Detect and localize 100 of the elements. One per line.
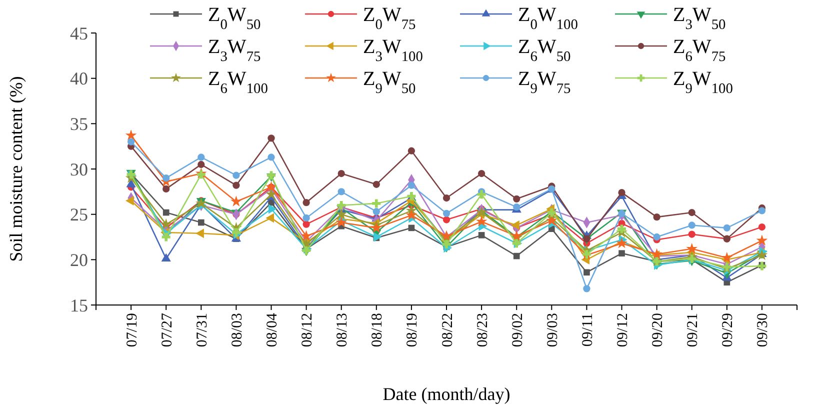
- point: [723, 224, 730, 232]
- legend-label: Z$_{6}$W$_{100}$: [208, 68, 268, 97]
- point: [372, 199, 381, 208]
- point: [198, 160, 205, 168]
- y-tick-label: 30: [70, 159, 88, 180]
- x-tick-label: 09/11: [580, 313, 596, 347]
- x-axis-title: Date (month/day): [382, 384, 510, 404]
- point: [758, 223, 766, 231]
- point: [302, 198, 310, 206]
- y-tick-label: 35: [70, 114, 88, 134]
- point: [406, 209, 418, 220]
- x-tick-label: 08/23: [474, 313, 491, 348]
- point: [338, 188, 345, 196]
- point: [442, 194, 450, 202]
- point: [513, 195, 520, 202]
- point: [126, 196, 134, 206]
- x-tick-label: 08/13: [334, 313, 351, 348]
- point: [478, 170, 486, 178]
- point: [161, 253, 171, 262]
- point: [477, 190, 486, 199]
- point: [268, 204, 277, 214]
- point: [232, 182, 240, 189]
- x-tick-label: 09/02: [510, 313, 526, 348]
- point: [721, 252, 733, 263]
- point: [338, 170, 345, 178]
- point: [230, 196, 242, 206]
- point: [583, 285, 590, 292]
- legend-label: Z$_{3}$W$_{75}$: [208, 36, 261, 65]
- x-tick-label: 08/22: [440, 313, 456, 348]
- point: [160, 218, 172, 230]
- point: [618, 250, 625, 256]
- point: [408, 182, 416, 189]
- y-tick-label: 45: [70, 23, 88, 44]
- point: [336, 216, 348, 228]
- point: [476, 216, 488, 226]
- point: [688, 208, 696, 216]
- point: [372, 180, 380, 188]
- point: [127, 138, 135, 146]
- legend-label: Z$_{0}$W$_{100}$: [518, 4, 578, 33]
- point: [232, 228, 240, 237]
- point: [442, 240, 451, 248]
- x-tick-label: 08/12: [300, 313, 316, 348]
- x-tick-label: 07/31: [194, 313, 210, 348]
- x-tick-label: 07/27: [159, 312, 176, 348]
- point: [584, 269, 590, 276]
- point: [337, 201, 346, 210]
- point: [618, 189, 626, 196]
- point: [722, 262, 732, 272]
- point: [653, 233, 660, 241]
- legend-label: Z$_{3}$W$_{100}$: [363, 36, 423, 65]
- point: [266, 188, 277, 200]
- point: [442, 216, 450, 224]
- point: [268, 154, 275, 161]
- y-axis-title: Soil moisture content (%): [6, 76, 26, 262]
- point: [370, 222, 382, 233]
- legend-label: Z$_{0}$W$_{75}$: [363, 4, 416, 33]
- legend-label: Z$_{9}$W$_{100}$: [673, 68, 733, 97]
- point: [758, 207, 766, 214]
- point: [408, 147, 416, 154]
- legend-label: Z$_{3}$W$_{50}$: [673, 4, 726, 33]
- point: [442, 210, 450, 217]
- point: [266, 213, 274, 223]
- point: [198, 154, 205, 161]
- legend-label: Z$_{6}$W$_{75}$: [673, 36, 726, 65]
- x-tick-label: 07/19: [124, 313, 140, 348]
- point: [196, 228, 204, 238]
- y-tick-label: 40: [70, 68, 88, 89]
- point: [162, 209, 170, 216]
- x-tick-label: 09/20: [650, 313, 666, 348]
- y-tick-label: 20: [70, 250, 88, 270]
- point: [651, 248, 662, 260]
- point: [686, 242, 698, 254]
- point: [374, 232, 382, 242]
- point: [616, 237, 628, 248]
- x-tick-label: 08/03: [229, 313, 246, 348]
- x-tick-label: 08/19: [404, 313, 421, 348]
- x-tick-label: 09/30: [755, 313, 772, 348]
- x-tick-label: 09/03: [544, 313, 561, 348]
- point: [372, 208, 380, 216]
- point: [268, 134, 275, 142]
- point: [688, 230, 696, 238]
- point: [300, 230, 312, 241]
- point: [232, 172, 240, 179]
- legend-label: Z$_{9}$W$_{50}$: [363, 68, 416, 97]
- point: [618, 224, 626, 234]
- point: [511, 220, 520, 230]
- x-tick-label: 09/21: [685, 313, 702, 348]
- point: [125, 129, 137, 140]
- point: [513, 252, 520, 260]
- point: [302, 220, 310, 228]
- x-tick-label: 08/04: [264, 312, 280, 348]
- point: [756, 234, 768, 246]
- point: [196, 170, 206, 179]
- legend-label: Z$_{6}$W$_{50}$: [518, 36, 571, 65]
- point: [162, 174, 170, 182]
- point: [440, 230, 452, 241]
- legend-label: Z$_{0}$W$_{50}$: [208, 4, 261, 33]
- point: [266, 181, 277, 192]
- x-tick-label: 09/29: [720, 313, 736, 348]
- point: [162, 185, 170, 193]
